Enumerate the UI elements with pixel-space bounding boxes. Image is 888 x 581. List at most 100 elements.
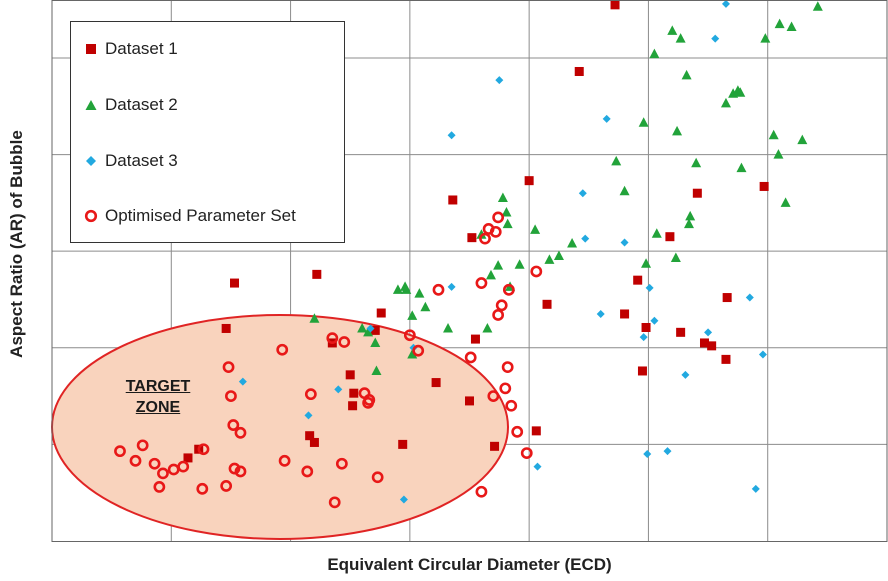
target-zone-label-line2: ZONE xyxy=(135,399,181,416)
data-point-triangle xyxy=(797,134,808,145)
data-point-ring xyxy=(157,467,169,480)
data-point-square xyxy=(465,396,474,406)
data-point-ring xyxy=(225,390,237,402)
data-point-diamond xyxy=(495,76,504,85)
data-point-square xyxy=(699,338,709,348)
data-point-triangle xyxy=(443,322,454,333)
data-point-ring xyxy=(502,283,515,296)
data-point-square xyxy=(620,309,630,319)
data-point-diamond xyxy=(650,316,659,325)
square-marker-icon xyxy=(83,41,99,57)
data-point-ring xyxy=(222,361,235,374)
data-point-triangle xyxy=(482,322,493,333)
data-point-square xyxy=(633,275,643,285)
data-point-triangle xyxy=(502,218,513,229)
data-point-ring xyxy=(479,232,491,245)
ring-marker-icon xyxy=(83,208,99,224)
data-point-square xyxy=(370,325,380,335)
data-point-ring xyxy=(432,283,445,296)
data-point-triangle xyxy=(641,258,652,268)
data-point-diamond xyxy=(620,238,629,247)
data-point-diamond xyxy=(399,495,408,504)
data-point-square xyxy=(707,341,717,351)
data-point-triangle xyxy=(651,228,662,238)
data-point-square xyxy=(309,437,319,447)
data-point-diamond xyxy=(751,484,760,493)
data-point-diamond xyxy=(581,234,590,243)
data-point-ring xyxy=(492,309,505,321)
data-point-ring xyxy=(403,329,416,342)
data-point-triangle xyxy=(309,313,320,323)
data-point-diamond xyxy=(711,34,720,43)
data-point-ring xyxy=(276,343,289,356)
data-point-square xyxy=(542,299,552,309)
data-point-square xyxy=(348,401,358,411)
data-point-square xyxy=(637,366,647,376)
data-point-ring xyxy=(114,445,126,458)
data-point-ring xyxy=(148,457,161,470)
data-point-ring xyxy=(495,299,508,312)
target-zone-label: TARGET ZONE xyxy=(108,376,208,418)
data-point-ring xyxy=(530,265,543,278)
data-point-triangle xyxy=(691,157,702,168)
data-point-diamond xyxy=(681,370,690,379)
data-point-triangle xyxy=(363,326,374,337)
data-point-triangle xyxy=(530,224,541,234)
legend-item-dataset-2: Dataset 2 xyxy=(83,93,178,117)
data-point-ring xyxy=(278,454,291,467)
data-point-ring xyxy=(328,496,341,509)
data-point-square xyxy=(721,354,731,364)
data-point-diamond xyxy=(447,282,456,291)
data-point-ring xyxy=(234,465,247,478)
target-zone xyxy=(51,314,509,540)
data-point-diamond xyxy=(596,309,605,318)
data-point-triangle xyxy=(760,33,771,43)
data-point-ring xyxy=(196,482,209,495)
data-point-ring xyxy=(489,225,502,238)
data-point-square xyxy=(467,233,477,243)
data-point-ring xyxy=(520,447,533,459)
data-point-square xyxy=(398,439,408,449)
legend: Dataset 1 Dataset 2 Dataset 3 Optimised … xyxy=(70,21,345,243)
data-point-diamond xyxy=(366,324,375,333)
data-point-triangle xyxy=(736,162,747,173)
data-point-square xyxy=(665,232,675,242)
data-point-square xyxy=(376,308,386,318)
data-point-ring xyxy=(177,460,190,473)
series-dataset-2 xyxy=(309,1,823,375)
data-point-square xyxy=(692,188,702,198)
data-point-square xyxy=(312,269,322,279)
data-point-ring xyxy=(304,388,317,401)
x-axis-label: Equivalent Circular Diameter (ECD) xyxy=(327,555,612,574)
data-point-square xyxy=(349,388,359,398)
data-point-diamond xyxy=(704,328,713,337)
target-zone-ellipse xyxy=(51,314,509,540)
data-point-square xyxy=(610,0,620,10)
target-zone-label-line1: TARGET xyxy=(125,378,191,395)
data-point-ring xyxy=(153,480,166,493)
data-point-triangle xyxy=(414,288,425,298)
data-point-triangle xyxy=(371,365,382,375)
data-point-triangle xyxy=(720,97,731,108)
data-point-square xyxy=(230,278,240,288)
data-point-square xyxy=(722,293,732,303)
data-point-diamond xyxy=(533,462,542,471)
data-point-square xyxy=(676,327,686,337)
data-point-ring xyxy=(335,457,348,470)
data-point-diamond xyxy=(639,333,648,342)
data-point-ring xyxy=(501,361,514,374)
data-point-square xyxy=(524,176,534,186)
data-point-diamond xyxy=(758,350,767,359)
data-point-triangle xyxy=(768,129,779,140)
data-point-diamond xyxy=(721,0,730,8)
data-point-triangle xyxy=(392,284,403,294)
data-point-square xyxy=(490,441,500,451)
data-point-triangle xyxy=(780,197,791,207)
data-point-square xyxy=(531,426,541,436)
data-point-triangle xyxy=(401,284,412,294)
data-points xyxy=(114,0,823,509)
data-point-triangle xyxy=(407,310,418,320)
data-point-ring xyxy=(129,454,142,467)
data-point-triangle xyxy=(670,252,681,262)
data-point-ring xyxy=(487,390,500,402)
